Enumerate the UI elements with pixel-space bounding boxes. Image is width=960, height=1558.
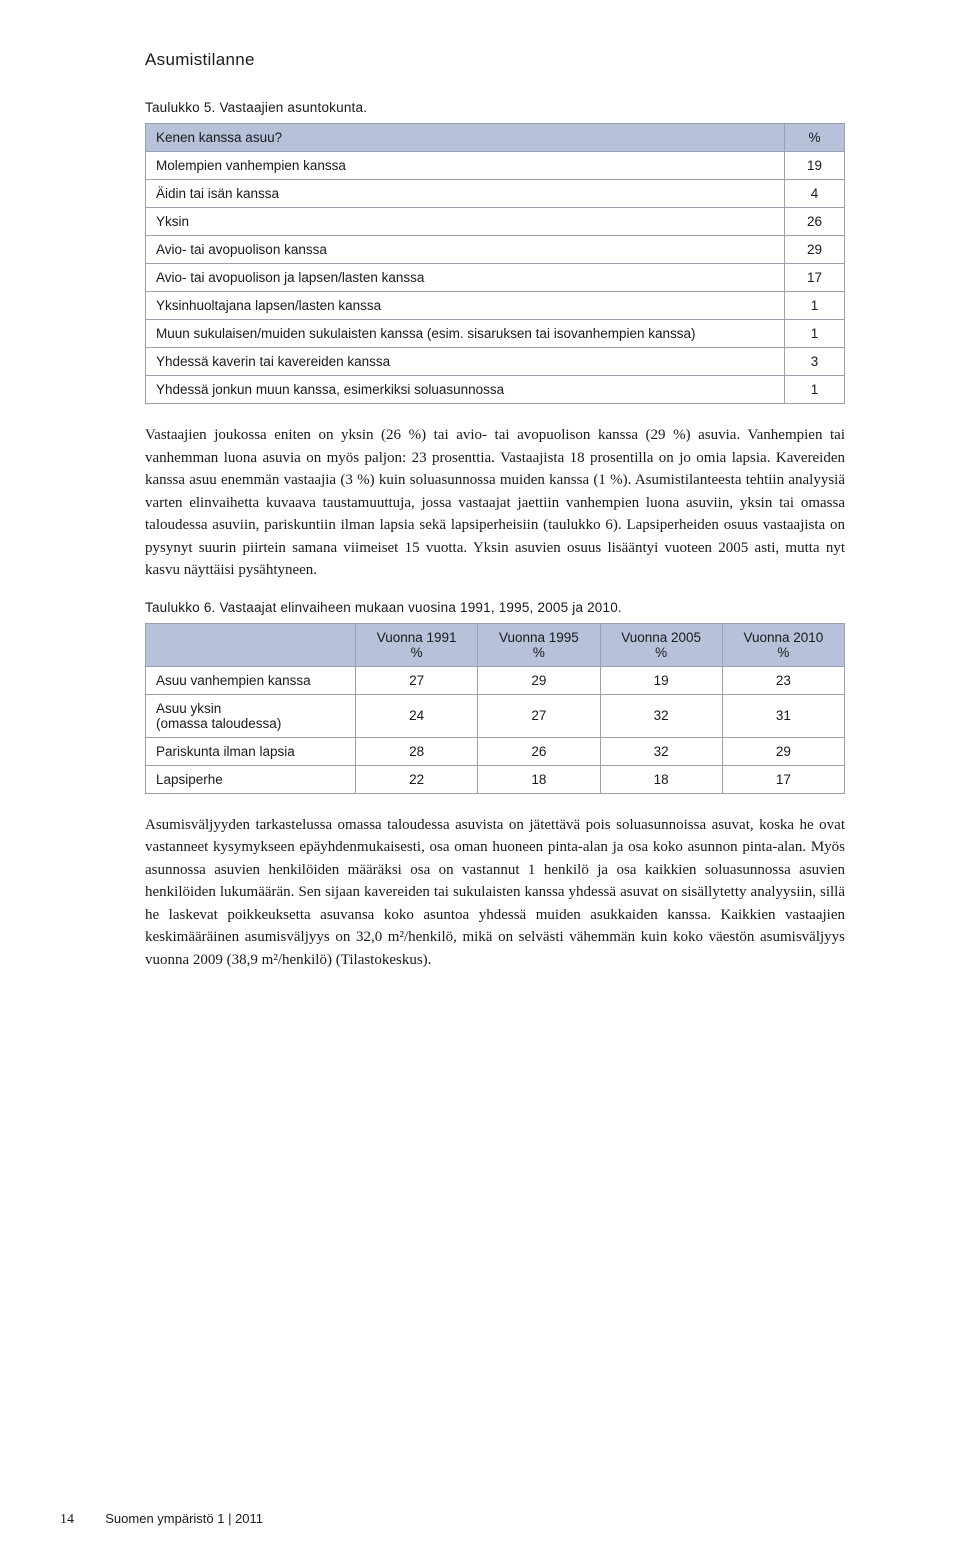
table1-value: 1 — [785, 320, 845, 348]
paragraph-1: Vastaajien joukossa eniten on yksin (26 … — [145, 424, 845, 582]
table-row: Avio- tai avopuolison ja lapsen/lasten k… — [146, 264, 845, 292]
table2-caption: Taulukko 6. Vastaajat elinvaiheen mukaan… — [145, 600, 845, 615]
table2: Vuonna 1991% Vuonna 1995% Vuonna 2005% V… — [145, 623, 845, 794]
table2-header-col: Vuonna 1995% — [478, 623, 600, 666]
table-row: Äidin tai isän kanssa4 — [146, 180, 845, 208]
page-footer: 14 Suomen ympäristö 1 | 2011 — [60, 1511, 263, 1528]
table2-value: 27 — [356, 666, 478, 694]
table2-header-blank — [146, 623, 356, 666]
table1-value: 1 — [785, 376, 845, 404]
table1-label: Avio- tai avopuolison kanssa — [146, 236, 785, 264]
table-row: Molempien vanhempien kanssa19 — [146, 152, 845, 180]
table2-label: Asuu yksin(omassa taloudessa) — [146, 694, 356, 737]
table2-value: 19 — [600, 666, 722, 694]
table2-value: 28 — [356, 737, 478, 765]
table1-label: Molempien vanhempien kanssa — [146, 152, 785, 180]
table2-value: 32 — [600, 737, 722, 765]
table2-value: 26 — [478, 737, 600, 765]
paragraph-2: Asumisväljyyden tarkastelussa omassa tal… — [145, 814, 845, 972]
table1-value: 1 — [785, 292, 845, 320]
table2-header-row: Vuonna 1991% Vuonna 1995% Vuonna 2005% V… — [146, 623, 845, 666]
table2-label: Asuu vanhempien kanssa — [146, 666, 356, 694]
table-row: Muun sukulaisen/muiden sukulaisten kanss… — [146, 320, 845, 348]
table1-label: Avio- tai avopuolison ja lapsen/lasten k… — [146, 264, 785, 292]
table2-header-col: Vuonna 1991% — [356, 623, 478, 666]
table2-value: 29 — [722, 737, 844, 765]
table1-label: Yhdessä kaverin tai kavereiden kanssa — [146, 348, 785, 376]
table2-value: 18 — [478, 765, 600, 793]
table2-value: 23 — [722, 666, 844, 694]
table1-value: 4 — [785, 180, 845, 208]
table1-label: Äidin tai isän kanssa — [146, 180, 785, 208]
table1-header-row: Kenen kanssa asuu? % — [146, 124, 845, 152]
table1-caption: Taulukko 5. Vastaajien asuntokunta. — [145, 100, 845, 115]
table1-label: Yksinhuoltajana lapsen/lasten kanssa — [146, 292, 785, 320]
table-row: Pariskunta ilman lapsia 28 26 32 29 — [146, 737, 845, 765]
table1-value: 26 — [785, 208, 845, 236]
table-row: Asuu vanhempien kanssa 27 29 19 23 — [146, 666, 845, 694]
table1-label: Muun sukulaisen/muiden sukulaisten kanss… — [146, 320, 785, 348]
table1-label: Yksin — [146, 208, 785, 236]
table2-value: 18 — [600, 765, 722, 793]
table2-value: 31 — [722, 694, 844, 737]
table1-value: 29 — [785, 236, 845, 264]
table1-label: Yhdessä jonkun muun kanssa, esimerkiksi … — [146, 376, 785, 404]
publication-title: Suomen ympäristö 1 | 2011 — [105, 1511, 263, 1526]
table1-header-percent: % — [785, 124, 845, 152]
table2-value: 32 — [600, 694, 722, 737]
table-row: Asuu yksin(omassa taloudessa) 24 27 32 3… — [146, 694, 845, 737]
table-row: Yhdessä kaverin tai kavereiden kanssa3 — [146, 348, 845, 376]
section-heading: Asumistilanne — [145, 50, 845, 70]
table2-value: 27 — [478, 694, 600, 737]
table2-label: Pariskunta ilman lapsia — [146, 737, 356, 765]
table-row: Yksinhuoltajana lapsen/lasten kanssa1 — [146, 292, 845, 320]
table1-header-question: Kenen kanssa asuu? — [146, 124, 785, 152]
table2-value: 22 — [356, 765, 478, 793]
table2-value: 24 — [356, 694, 478, 737]
table1-value: 17 — [785, 264, 845, 292]
table-row: Lapsiperhe 22 18 18 17 — [146, 765, 845, 793]
table1-value: 3 — [785, 348, 845, 376]
table1: Kenen kanssa asuu? % Molempien vanhempie… — [145, 123, 845, 404]
page-number: 14 — [60, 1512, 74, 1527]
table2-value: 29 — [478, 666, 600, 694]
table-row: Yksin26 — [146, 208, 845, 236]
table2-value: 17 — [722, 765, 844, 793]
table-row: Yhdessä jonkun muun kanssa, esimerkiksi … — [146, 376, 845, 404]
table1-value: 19 — [785, 152, 845, 180]
table2-header-col: Vuonna 2010% — [722, 623, 844, 666]
table2-header-col: Vuonna 2005% — [600, 623, 722, 666]
table-row: Avio- tai avopuolison kanssa29 — [146, 236, 845, 264]
table2-label: Lapsiperhe — [146, 765, 356, 793]
